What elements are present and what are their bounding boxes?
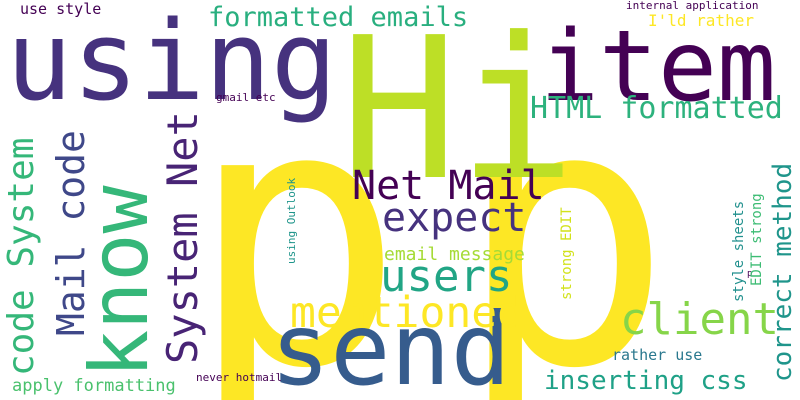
cloud-word: Net Mail xyxy=(352,163,545,209)
cloud-word: strong EDIT xyxy=(559,207,575,300)
cloud-word: code System xyxy=(1,137,42,376)
cloud-word: never hotmail xyxy=(196,371,283,384)
cloud-word: formatted emails xyxy=(208,2,469,33)
cloud-word: style sheets xyxy=(731,200,747,302)
cloud-word: I'ld rather xyxy=(648,11,754,30)
cloud-word: System Net xyxy=(158,111,207,364)
cloud-word: mentioned xyxy=(290,288,523,338)
cloud-word: p xyxy=(456,28,673,400)
cloud-word: apply formatting xyxy=(12,376,176,396)
cloud-word: correct method xyxy=(768,162,798,382)
cloud-word: internal application xyxy=(626,0,759,12)
cloud-word: using xyxy=(6,0,338,125)
cloud-word: client xyxy=(620,294,779,345)
cloud-word: send xyxy=(270,291,511,400)
cloud-word: use style xyxy=(20,0,102,18)
cloud-word: rather use xyxy=(612,346,703,364)
cloud-word: HTML formatted xyxy=(530,91,783,126)
cloud-word: p xyxy=(188,28,405,400)
cloud-word: Mail code xyxy=(49,130,93,336)
cloud-word: EDIT strong xyxy=(749,193,765,286)
cloud-word: gmail etc xyxy=(216,91,276,104)
cloud-word: using Outlook xyxy=(285,177,298,264)
cloud-word: Hi xyxy=(340,0,577,224)
cloud-word: expect xyxy=(382,195,527,241)
cloud-word: email message xyxy=(384,244,525,265)
cloud-word: item xyxy=(540,10,777,124)
cloud-word: users xyxy=(380,251,513,302)
cloud-word: inserting css xyxy=(544,366,748,396)
cloud-word: p xyxy=(747,269,753,279)
